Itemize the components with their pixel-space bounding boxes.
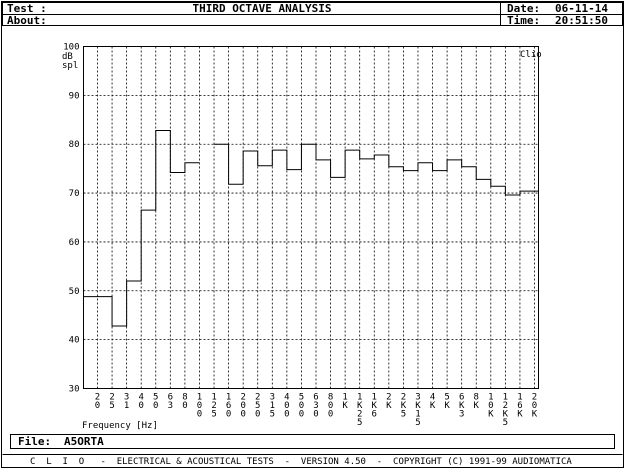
about-label: About: <box>7 14 47 27</box>
grid <box>83 46 539 389</box>
test-label: Test : <box>7 2 47 15</box>
time-value: 20:51:50 <box>555 14 608 27</box>
time-label: Time: <box>507 14 540 27</box>
y-tick-labels: 30 40 50 60 70 80 90 100 <box>63 43 79 395</box>
file-label: File: <box>18 435 51 448</box>
y-tick-label: 30 <box>69 385 80 395</box>
y-tick-label: 80 <box>69 140 80 150</box>
spectrum-line <box>83 130 539 327</box>
y-tick-label: 60 <box>69 238 80 248</box>
x-tick-labels: 2 0 2 5 3 1 4 0 5 0 6 3 8 0 1 0 0 1 2 5 1 6 0 2 0 0 2 5 0 3 1 5 4 0 0 5 0 0 6 3… <box>95 393 538 429</box>
y-axis-label-spl: spl <box>62 61 78 71</box>
clio-brand: Clio <box>520 50 542 60</box>
y-tick-label: 40 <box>69 336 80 346</box>
file-name: A5ORTA <box>64 435 104 448</box>
date-value: 06-11-14 <box>555 2 608 15</box>
y-tick-label: 100 <box>63 43 79 53</box>
x-axis-label: Frequency [Hz] <box>82 421 158 431</box>
y-tick-label: 50 <box>69 287 80 297</box>
y-tick-label: 70 <box>69 189 80 199</box>
footer-text: C L I O - ELECTRICAL & ACOUSTICAL TESTS … <box>30 457 572 467</box>
file-box <box>10 434 615 449</box>
y-axis-label-db: dB <box>62 52 73 62</box>
page-title: THIRD OCTAVE ANALYSIS <box>192 2 331 15</box>
y-tick-label: 90 <box>69 91 80 101</box>
date-label: Date: <box>507 2 540 15</box>
plot-border <box>83 46 539 389</box>
